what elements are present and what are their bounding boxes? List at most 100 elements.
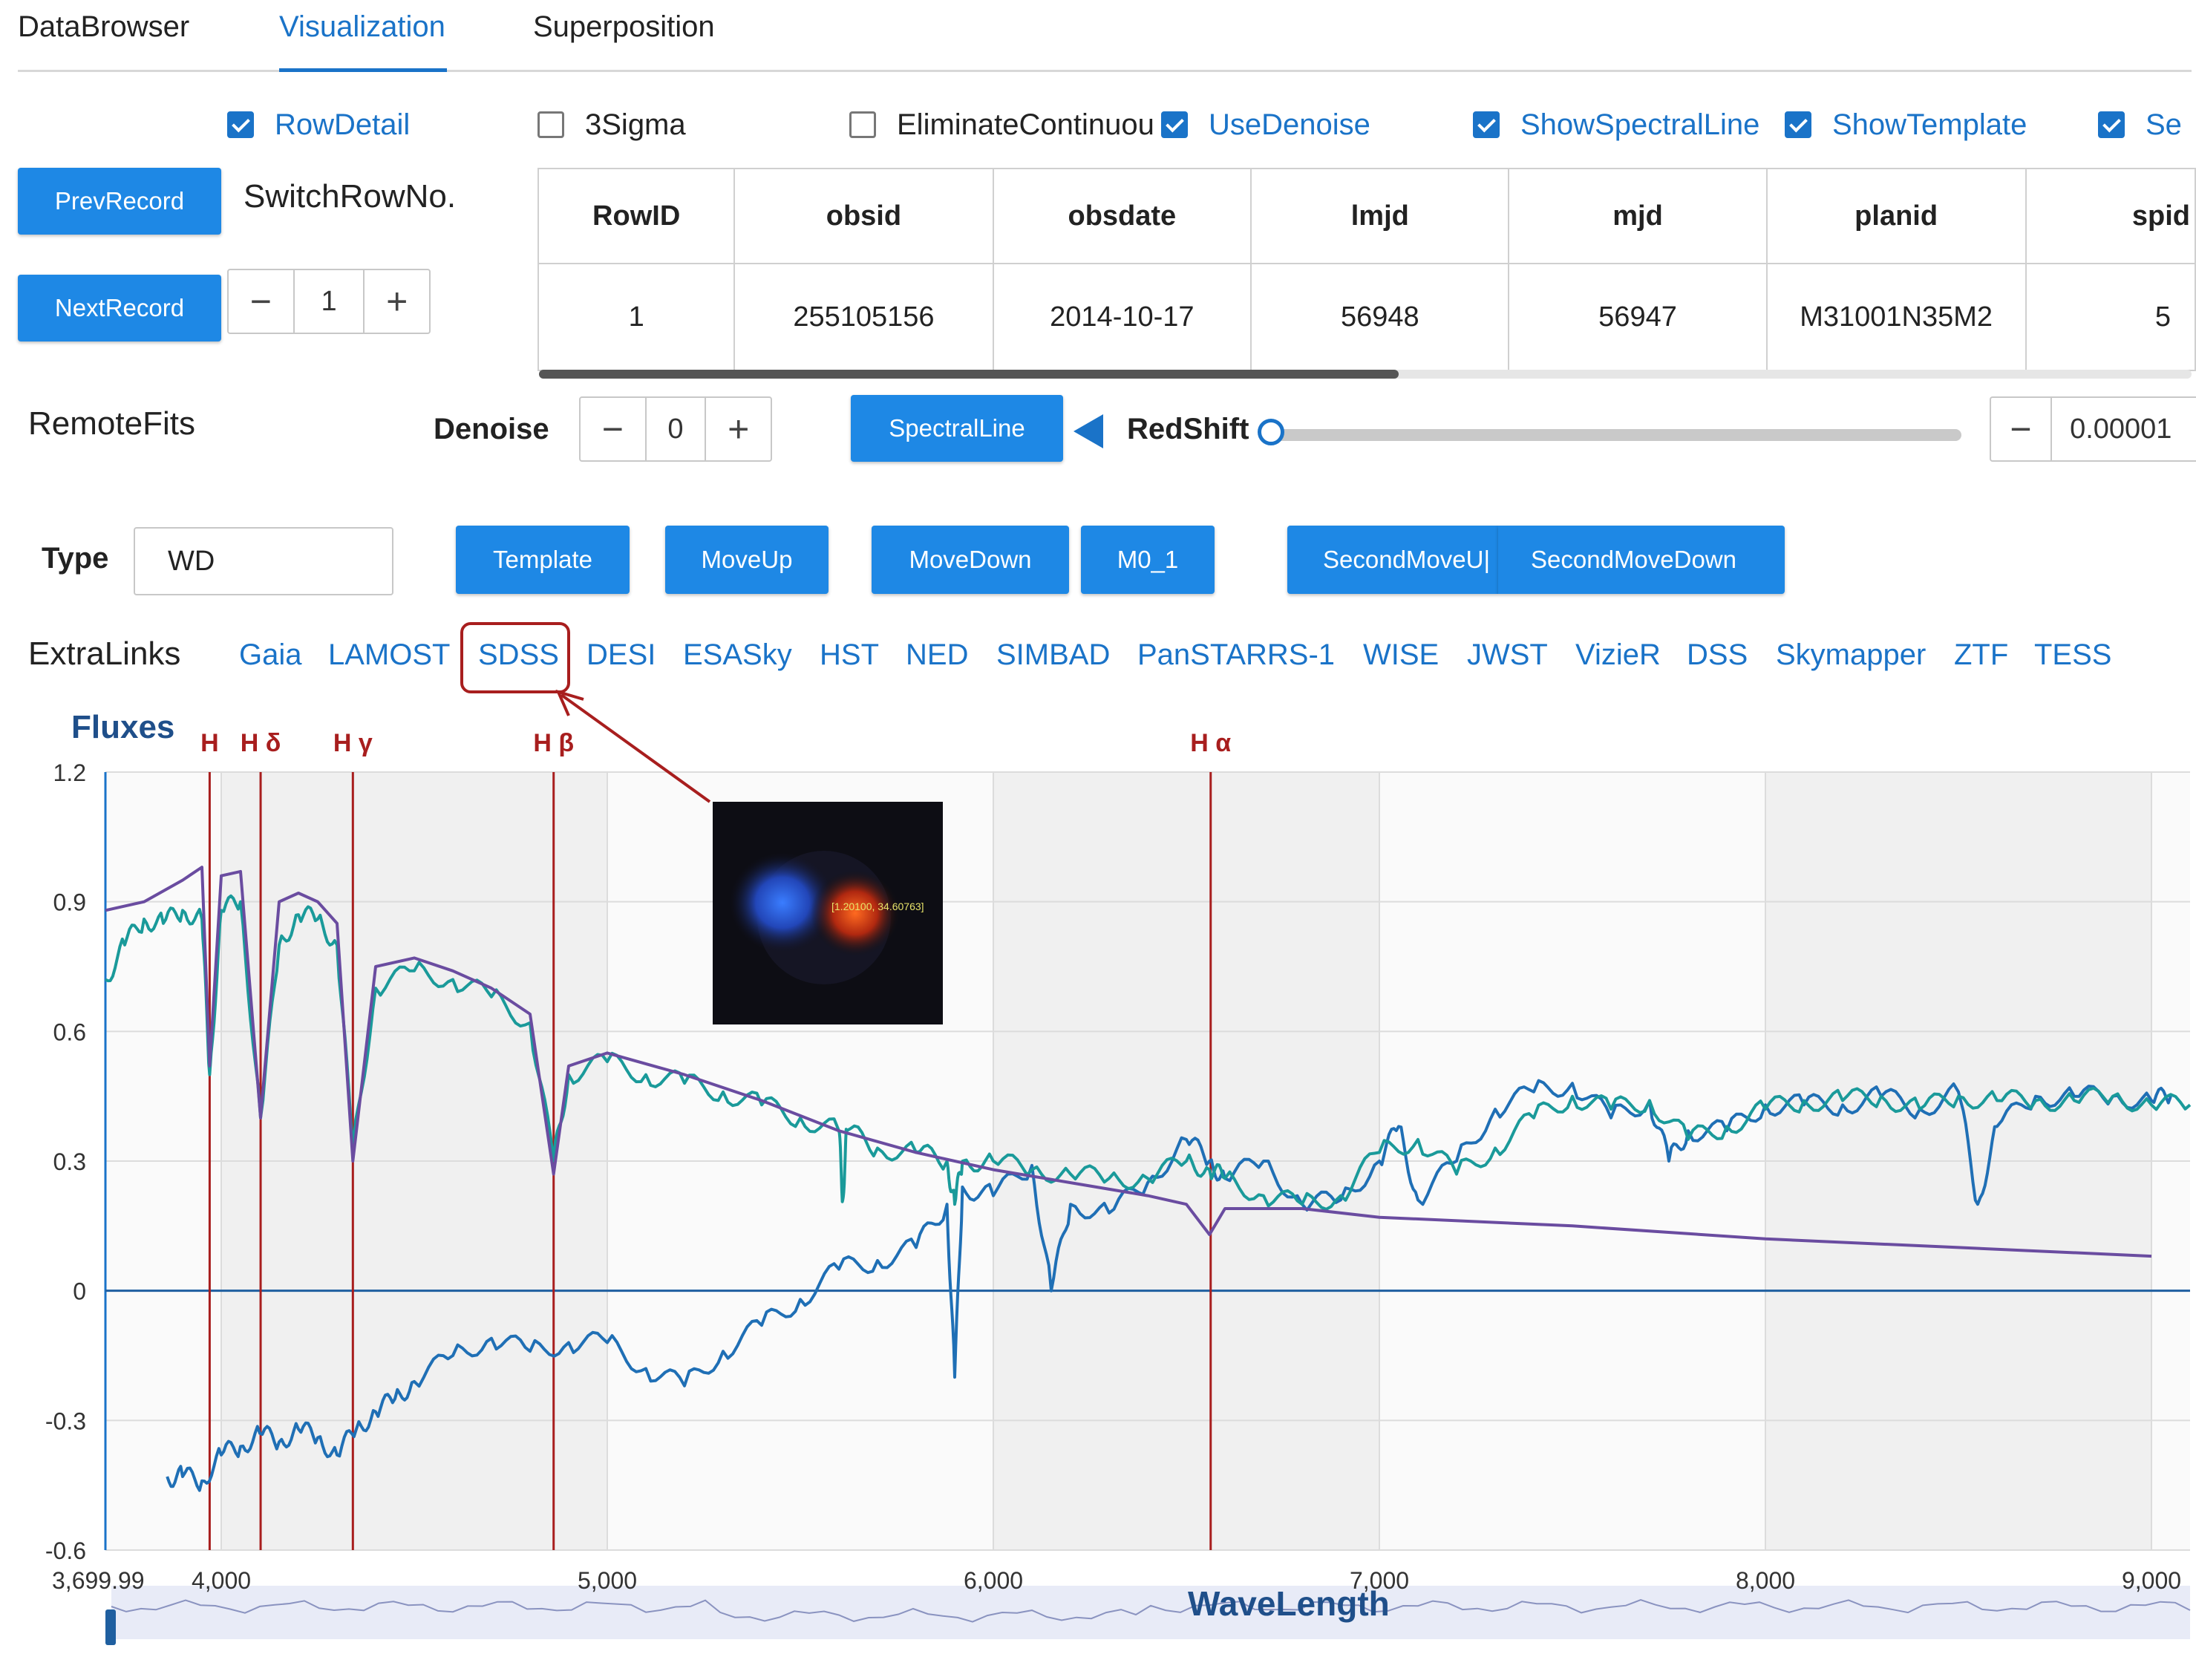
spectral-line-button[interactable]: SpectralLine bbox=[851, 395, 1063, 462]
active-tab-indicator bbox=[279, 68, 447, 72]
type-input[interactable]: WD bbox=[134, 527, 393, 595]
link-tess[interactable]: TESS bbox=[2034, 638, 2112, 671]
link-wise[interactable]: WISE bbox=[1363, 638, 1440, 671]
move-up-button[interactable]: MoveUp bbox=[665, 526, 829, 594]
increment-button[interactable]: + bbox=[386, 281, 408, 322]
column-header[interactable]: mjd bbox=[1508, 168, 1768, 264]
checkbox-showtemplate[interactable]: ShowTemplate bbox=[1785, 108, 2027, 141]
decrement-button[interactable]: − bbox=[2010, 408, 2032, 450]
sky-thumbnail[interactable]: [1.20100, 34.60763] bbox=[713, 802, 943, 1024]
checkbox-rowdetail[interactable]: RowDetail bbox=[227, 108, 410, 141]
x-tick-label: 8,000 bbox=[1736, 1567, 1795, 1594]
y-tick-label: 1.2 bbox=[53, 759, 86, 786]
link-gaia[interactable]: Gaia bbox=[239, 638, 302, 671]
x-tick-label: 4,000 bbox=[192, 1567, 251, 1594]
link-ned[interactable]: NED bbox=[906, 638, 969, 671]
spectral-line-label: H γ bbox=[333, 729, 373, 757]
m0-1-button[interactable]: M0_1 bbox=[1081, 526, 1215, 594]
checkbox-label: ShowTemplate bbox=[1832, 108, 2027, 141]
link-desi[interactable]: DESI bbox=[586, 638, 656, 671]
checkbox-label: ShowSpectralLine bbox=[1520, 108, 1760, 141]
y-tick-label: 0 bbox=[73, 1278, 86, 1305]
column-header[interactable]: planid bbox=[1765, 168, 2027, 264]
table-row[interactable]: 1 255105156 2014-10-17 56948 56947 M3100… bbox=[537, 263, 2196, 371]
move-down-button[interactable]: MoveDown bbox=[872, 526, 1069, 594]
decrement-button[interactable]: − bbox=[249, 281, 272, 322]
redshift-stepper[interactable]: − 0.00001 bbox=[1990, 396, 2196, 462]
x-tick-label: 5,000 bbox=[578, 1567, 637, 1594]
table-cell: 255105156 bbox=[733, 263, 994, 371]
type-value: WD bbox=[168, 545, 215, 577]
template-button[interactable]: Template bbox=[456, 526, 630, 594]
checkbox-showspectralline[interactable]: ShowSpectralLine bbox=[1473, 108, 1760, 141]
second-move-up-button[interactable]: SecondMoveU| bbox=[1287, 526, 1498, 594]
record-table: RowID obsid obsdate lmjd mjd planid spid… bbox=[537, 168, 2196, 371]
redshift-slider-handle[interactable] bbox=[1258, 419, 1284, 445]
checkbox-3sigma[interactable]: 3Sigma bbox=[537, 108, 686, 141]
tab-superposition[interactable]: Superposition bbox=[533, 10, 715, 43]
column-header[interactable]: spid bbox=[2025, 168, 2196, 264]
increment-button[interactable]: + bbox=[728, 408, 750, 450]
checkbox-icon bbox=[2098, 111, 2125, 138]
checkbox-se[interactable]: Se bbox=[2098, 110, 2196, 140]
column-header[interactable]: lmjd bbox=[1250, 168, 1510, 264]
navigator-handle[interactable] bbox=[105, 1609, 116, 1645]
link-sdss[interactable]: SDSS bbox=[478, 638, 559, 671]
y-tick-label: 0.6 bbox=[53, 1019, 86, 1045]
column-header[interactable]: obsid bbox=[733, 168, 994, 264]
checkbox-usedenoise[interactable]: UseDenoise bbox=[1161, 108, 1370, 141]
link-ztf[interactable]: ZTF bbox=[1954, 638, 2009, 671]
decrement-button[interactable]: − bbox=[601, 408, 624, 450]
next-record-button[interactable]: NextRecord bbox=[18, 275, 221, 341]
redshift-slider-track[interactable] bbox=[1271, 429, 1961, 441]
checkbox-label: Se bbox=[2146, 110, 2182, 140]
sdss-highlight-box bbox=[460, 622, 570, 693]
checkbox-icon bbox=[1473, 111, 1500, 138]
link-skymapper[interactable]: Skymapper bbox=[1776, 638, 1927, 671]
checkbox-eliminatecontinuum[interactable]: EliminateContinuou bbox=[849, 110, 1161, 140]
y-tick-label: -0.3 bbox=[45, 1408, 86, 1434]
link-esasky[interactable]: ESASky bbox=[683, 638, 792, 671]
series-line-template bbox=[105, 866, 2152, 1258]
table-cell: 56947 bbox=[1508, 263, 1768, 371]
tab-databrowser[interactable]: DataBrowser bbox=[18, 10, 190, 43]
x-tick-label: 3,699.99 bbox=[52, 1567, 145, 1594]
checkbox-label: 3Sigma bbox=[585, 108, 686, 141]
denoise-label: Denoise bbox=[434, 413, 549, 445]
checkbox-icon bbox=[849, 111, 876, 138]
navigator-preview-line bbox=[111, 1599, 2191, 1623]
link-jwst[interactable]: JWST bbox=[1467, 638, 1548, 671]
link-panstarrs[interactable]: PanSTARRS-1 bbox=[1137, 638, 1336, 671]
prev-record-button[interactable]: PrevRecord bbox=[18, 168, 221, 235]
tab-visualization[interactable]: Visualization bbox=[279, 10, 445, 43]
denoise-value[interactable]: 0 bbox=[644, 398, 707, 460]
caret-left-icon bbox=[1074, 414, 1103, 448]
remote-fits-label: RemoteFits bbox=[28, 405, 195, 442]
tab-divider bbox=[18, 70, 2192, 72]
table-scrollbar-thumb[interactable] bbox=[539, 370, 1399, 379]
checkbox-label: EliminateContinuou bbox=[897, 110, 1154, 140]
row-number-value[interactable]: 1 bbox=[293, 270, 365, 333]
checkbox-label: UseDenoise bbox=[1209, 108, 1370, 141]
table-cell: 5 bbox=[2025, 263, 2196, 371]
type-label: Type bbox=[42, 542, 109, 575]
redshift-value[interactable]: 0.00001 bbox=[2050, 398, 2196, 460]
x-tick-label: 6,000 bbox=[964, 1567, 1023, 1594]
switch-row-label: SwitchRowNo. bbox=[244, 178, 457, 215]
range-navigator[interactable] bbox=[111, 1586, 2190, 1639]
row-number-stepper[interactable]: − 1 + bbox=[227, 269, 431, 334]
link-simbad[interactable]: SIMBAD bbox=[996, 638, 1111, 671]
link-dss[interactable]: DSS bbox=[1687, 638, 1748, 671]
link-lamost[interactable]: LAMOST bbox=[328, 638, 451, 671]
denoise-stepper[interactable]: − 0 + bbox=[579, 396, 772, 462]
column-header[interactable]: obsdate bbox=[992, 168, 1252, 264]
column-header[interactable]: RowID bbox=[537, 168, 736, 264]
second-move-down-button[interactable]: SecondMoveDown bbox=[1498, 526, 1785, 594]
callout-arrow bbox=[555, 689, 711, 803]
series-line-denoised bbox=[105, 894, 2192, 1211]
link-vizier[interactable]: VizieR bbox=[1575, 638, 1661, 671]
table-header-row: RowID obsid obsdate lmjd mjd planid spid bbox=[537, 168, 2196, 264]
extra-links-label: ExtraLinks bbox=[28, 635, 181, 672]
spectrum-chart[interactable]: 1.2 0.9 0.6 0.3 0 -0.3 -0.6 3,699.99 4,000 5,000 6… bbox=[0, 705, 2196, 1680]
link-hst[interactable]: HST bbox=[820, 638, 879, 671]
